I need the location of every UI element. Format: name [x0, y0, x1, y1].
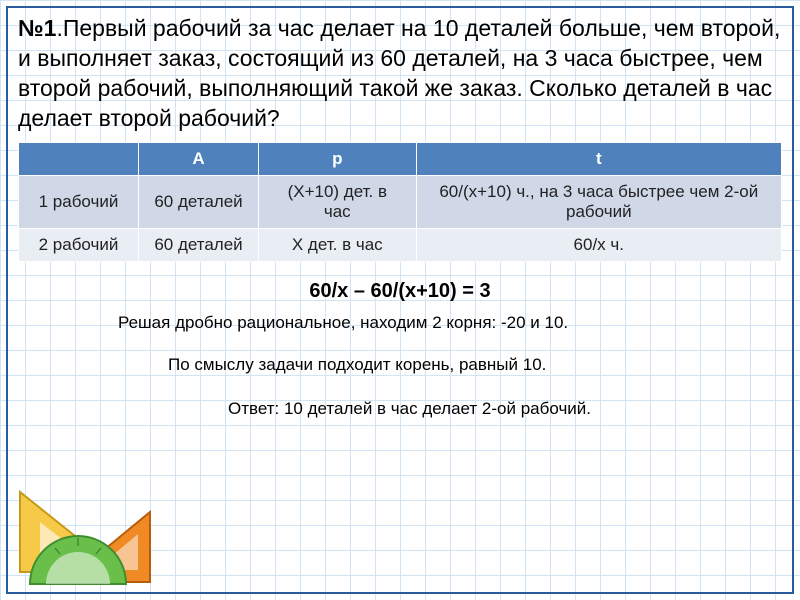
- solution-answer: Ответ: 10 деталей в час делает 2-ой рабо…: [228, 399, 782, 419]
- problem-text: .Первый рабочий за час делает на 10 дета…: [18, 15, 780, 131]
- data-table: A p t 1 рабочий 60 деталей (X+10) дет. в…: [18, 142, 782, 262]
- problem-statement: №1.Первый рабочий за час делает на 10 де…: [18, 14, 782, 134]
- solution-step-2: По смыслу задачи подходит корень, равный…: [168, 355, 782, 375]
- content-area: №1.Первый рабочий за час делает на 10 де…: [0, 0, 800, 439]
- problem-number: №1: [18, 15, 56, 41]
- row2-t: 60/x ч.: [416, 228, 781, 261]
- geometry-tools-icon: [10, 452, 170, 592]
- solution-step-1: Решая дробно рациональное, находим 2 кор…: [118, 313, 782, 333]
- th-blank: [19, 142, 139, 175]
- table-row: 1 рабочий 60 деталей (X+10) дет. в час 6…: [19, 175, 782, 228]
- row2-p: X дет. в час: [259, 228, 417, 261]
- th-p: p: [259, 142, 417, 175]
- row1-t: 60/(x+10) ч., на 3 часа быстрее чем 2-ой…: [416, 175, 781, 228]
- th-A: A: [139, 142, 259, 175]
- equation: 60/x – 60/(x+10) = 3: [18, 280, 782, 303]
- row2-label: 2 рабочий: [19, 228, 139, 261]
- table-row: 2 рабочий 60 деталей X дет. в час 60/x ч…: [19, 228, 782, 261]
- row2-A: 60 деталей: [139, 228, 259, 261]
- row1-A: 60 деталей: [139, 175, 259, 228]
- row1-label: 1 рабочий: [19, 175, 139, 228]
- table-header-row: A p t: [19, 142, 782, 175]
- th-t: t: [416, 142, 781, 175]
- row1-p: (X+10) дет. в час: [259, 175, 417, 228]
